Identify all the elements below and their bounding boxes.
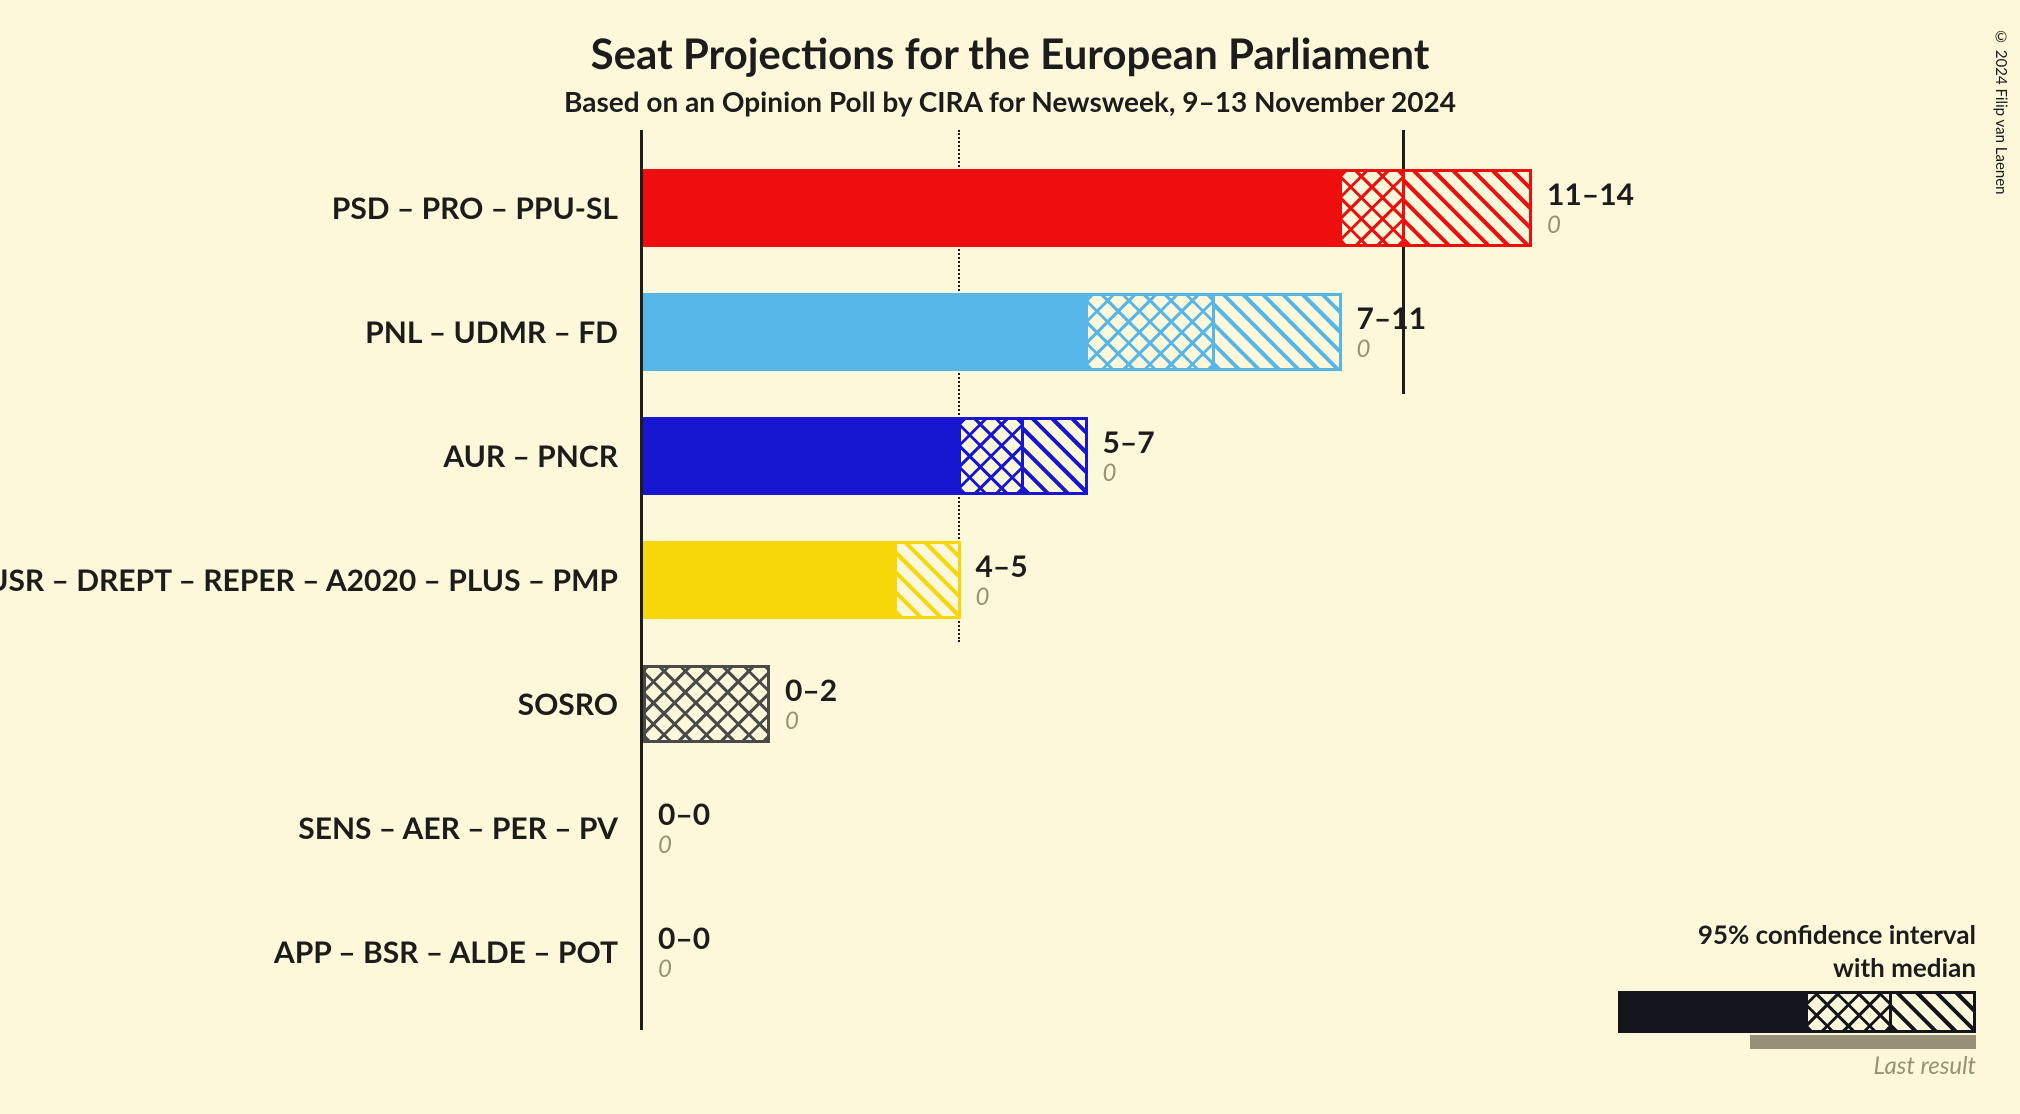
- bar-value-label: 0–0: [658, 920, 710, 956]
- party-label: USR – DREPT – REPER – A2020 – PLUS – PMP: [0, 562, 618, 598]
- party-label-cell: PSD – PRO – PPU-SL: [0, 146, 640, 270]
- bar-seg-median: [1088, 293, 1215, 371]
- bar-seg-low: [643, 293, 1088, 371]
- bar-seg-median: [1342, 169, 1406, 247]
- party-label-cell: AUR – PNCR: [0, 394, 640, 518]
- legend-last-result-text: Last result: [1618, 1051, 1976, 1080]
- legend-seg-cross: [1808, 991, 1892, 1033]
- party-label: PSD – PRO – PPU-SL: [332, 190, 618, 226]
- bar-seg-high: [1024, 417, 1088, 495]
- bar-value-label: 0–2: [785, 672, 837, 708]
- bar-seg-median: [961, 417, 1025, 495]
- chart-title: Seat Projections for the European Parlia…: [0, 28, 2020, 78]
- bar-value-label: 7–11: [1357, 300, 1427, 336]
- party-label: SOSRO: [518, 686, 618, 722]
- chart-row: SOSRO 0–20: [0, 642, 2020, 766]
- bar-area: 5–70: [640, 394, 2020, 518]
- bar-seg-high: [1215, 293, 1342, 371]
- bar-seg-low: [643, 417, 961, 495]
- legend-last-result-bar-wrap: [1618, 1035, 1976, 1049]
- bar-last-result: 0: [658, 954, 672, 983]
- chart-root: Seat Projections for the European Parlia…: [0, 0, 2020, 1114]
- legend-bar-sample: [1618, 991, 1976, 1033]
- bar-last-result: 0: [976, 582, 990, 611]
- bar-area: 4–50: [640, 518, 2020, 642]
- bar-seg-low: [643, 169, 1342, 247]
- bar-seg-high: [1405, 169, 1532, 247]
- legend-seg-solid: [1618, 991, 1808, 1033]
- legend-text-line1: 95% confidence interval: [1618, 918, 1976, 951]
- chart-subtitle: Based on an Opinion Poll by CIRA for New…: [0, 84, 2020, 118]
- chart-row: PSD – PRO – PPU-SL 11–140: [0, 146, 2020, 270]
- bar-area: 11–140: [640, 146, 2020, 270]
- party-label: SENS – AER – PER – PV: [298, 810, 618, 846]
- copyright-text: © 2024 Filip van Laenen: [1992, 28, 2010, 195]
- chart-row: SENS – AER – PER – PV 0–00: [0, 766, 2020, 890]
- bar-seg-low: [643, 541, 897, 619]
- bar-value-label: 4–5: [976, 548, 1028, 584]
- bar-last-result: 0: [658, 830, 672, 859]
- bar-last-result: 0: [1357, 334, 1371, 363]
- bar-value-label: 11–14: [1547, 176, 1634, 212]
- chart-row: USR – DREPT – REPER – A2020 – PLUS – PMP…: [0, 518, 2020, 642]
- legend-seg-diag: [1892, 991, 1976, 1033]
- bar-last-result: 0: [1547, 210, 1561, 239]
- bar-area: 0–00: [640, 766, 2020, 890]
- party-label: AUR – PNCR: [443, 438, 618, 474]
- chart-row: PNL – UDMR – FD 7–110: [0, 270, 2020, 394]
- bar-last-result: 0: [785, 706, 799, 735]
- bar-seg-high: [643, 665, 770, 743]
- bar-area: 7–110: [640, 270, 2020, 394]
- party-label-cell: SOSRO: [0, 642, 640, 766]
- bar-value-label: 0–0: [658, 796, 710, 832]
- legend-last-result-bar: [1750, 1035, 1976, 1049]
- party-label-cell: APP – BSR – ALDE – POT: [0, 890, 640, 1014]
- bar-last-result: 0: [1103, 458, 1117, 487]
- legend-text-line2: with median: [1618, 951, 1976, 984]
- chart-area: PSD – PRO – PPU-SL11–140PNL – UDMR – FD7…: [0, 146, 2020, 1030]
- party-label-cell: SENS – AER – PER – PV: [0, 766, 640, 890]
- bar-value-label: 5–7: [1103, 424, 1155, 460]
- party-label: PNL – UDMR – FD: [365, 314, 618, 350]
- legend: 95% confidence interval with median Last…: [1618, 918, 1976, 1080]
- bar-seg-high: [897, 541, 961, 619]
- bar-area: 0–20: [640, 642, 2020, 766]
- party-label-cell: PNL – UDMR – FD: [0, 270, 640, 394]
- party-label-cell: USR – DREPT – REPER – A2020 – PLUS – PMP: [0, 518, 640, 642]
- chart-row: AUR – PNCR 5–70: [0, 394, 2020, 518]
- party-label: APP – BSR – ALDE – POT: [274, 934, 618, 970]
